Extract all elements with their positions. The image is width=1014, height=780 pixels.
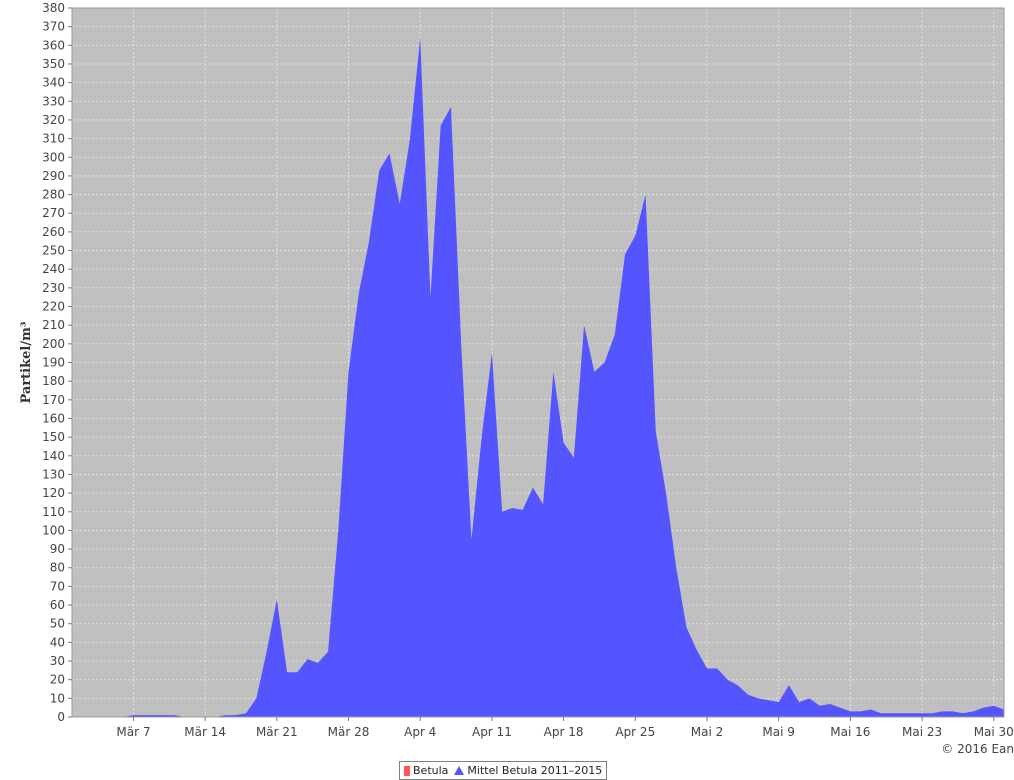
y-tick-label: 190 [42,356,65,370]
y-tick-label: 370 [42,20,65,34]
legend-label-betula: Betula [413,764,449,777]
y-tick-label: 260 [42,225,65,239]
y-tick-label: 10 [50,691,65,705]
y-tick-label: 90 [50,542,65,556]
y-tick-label: 30 [50,654,65,668]
y-tick-label: 290 [42,169,65,183]
x-tick-label: Apr 25 [615,725,655,739]
y-tick-label: 360 [42,38,65,52]
x-tick-label: Mär 28 [328,725,370,739]
legend-swatch-betula-icon [404,765,410,776]
legend-item-betula: Betula [404,764,448,777]
y-tick-label: 160 [42,411,65,425]
x-tick-label: Mär 7 [116,725,150,739]
x-tick-label: Apr 4 [404,725,436,739]
y-tick-label: 380 [42,1,65,15]
y-tick-label: 60 [50,598,65,612]
x-tick-label: Mai 16 [830,725,870,739]
y-tick-label: 340 [42,76,65,90]
y-tick-label: 120 [42,486,65,500]
y-tick-label: 240 [42,262,65,276]
y-tick-label: 70 [50,579,65,593]
y-tick-label: 350 [42,57,65,71]
legend: Betula Mittel Betula 2011–2015 [399,761,608,780]
legend-item-mittel-betula: Mittel Betula 2011–2015 [454,764,602,777]
y-tick-label: 250 [42,244,65,258]
y-tick-label: 110 [42,505,65,519]
y-tick-label: 180 [42,374,65,388]
x-tick-label: Apr 18 [544,725,584,739]
legend-swatch-triangle-icon [454,766,465,775]
y-tick-label: 50 [50,617,65,631]
y-tick-label: 280 [42,188,65,202]
y-tick-label: 150 [42,430,65,444]
x-tick-label: Mai 9 [762,725,795,739]
series-area-mittel-betula [72,37,1004,718]
x-tick-label: Mai 23 [902,725,942,739]
y-tick-label: 80 [50,561,65,575]
y-axis: 0 10 20 30 40 50 60 70 80 90 100 110 120 130 140 150 160… [42,1,72,724]
legend-label-mittel-betula: Mittel Betula 2011–2015 [467,764,603,777]
y-axis-label: Partikel/m³ [19,321,34,403]
y-tick-label: 170 [42,393,65,407]
y-tick-label: 20 [50,673,65,687]
y-tick-label: 300 [42,150,65,164]
x-tick-label: Mai 30 [974,725,1014,739]
x-axis: Mär 7 Mär 14 Mär 21 Mär 28 Apr 4 Apr 11 Apr 18… [116,717,1014,739]
x-tick-label: Mär 21 [256,725,298,739]
y-tick-label: 210 [42,318,65,332]
y-tick-label: 100 [42,523,65,537]
y-tick-label: 330 [42,94,65,108]
area-chart: 0 10 20 30 40 50 60 70 80 90 100 110 120 130 140 150 160… [19,1,1014,739]
y-tick-label: 0 [57,710,65,724]
y-tick-label: 130 [42,467,65,481]
y-tick-label: 270 [42,206,65,220]
y-tick-label: 310 [42,132,65,146]
copyright-text: © 2016 Ean [941,742,1014,756]
x-tick-label: Mai 2 [691,725,724,739]
y-tick-label: 320 [42,113,65,127]
y-tick-label: 40 [50,635,65,649]
y-tick-label: 200 [42,337,65,351]
y-tick-label: 220 [42,300,65,314]
x-tick-label: Mär 14 [184,725,226,739]
x-tick-label: Apr 11 [472,725,512,739]
y-tick-label: 140 [42,449,65,463]
y-tick-label: 230 [42,281,65,295]
